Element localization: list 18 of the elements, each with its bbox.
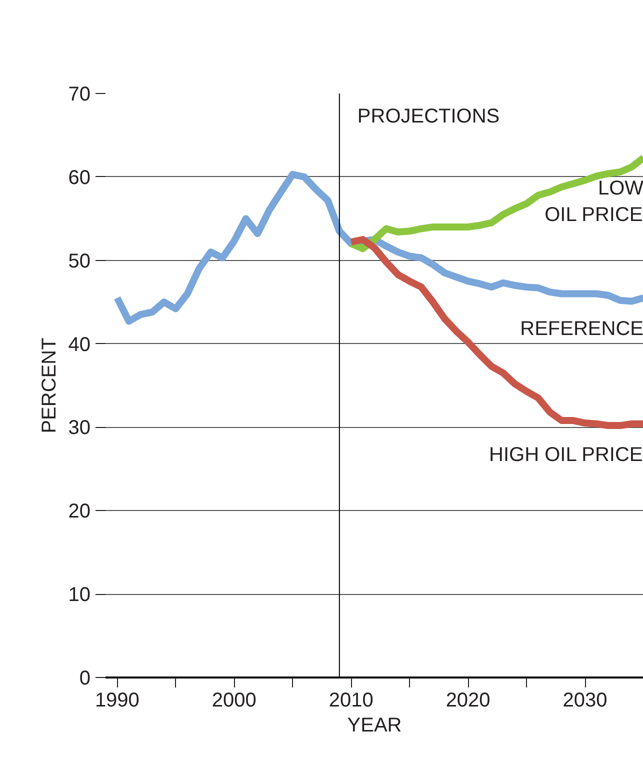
y-tick-label: 60 [68, 166, 91, 189]
y-tick-label: 30 [68, 417, 91, 440]
x-tick-label: 2020 [446, 690, 490, 712]
y-tick-label: 40 [68, 334, 91, 356]
x-tick-label: 2010 [328, 690, 374, 712]
x-tick-label: 2030 [562, 690, 608, 712]
series-label: HIGH OIL PRICE [489, 444, 643, 466]
y-tick-label: 70 [68, 84, 91, 106]
y-tick-label: 0 [79, 668, 90, 690]
x-tick-label: 1990 [94, 690, 140, 712]
y-tick-label: 50 [68, 250, 91, 272]
x-axis-title: YEAR [347, 714, 402, 736]
x-tick-label: 2000 [212, 690, 256, 712]
series-label: REFERENCE [520, 318, 643, 340]
y-tick-label: 10 [68, 584, 91, 606]
ref-line-label: PROJECTIONS [357, 106, 500, 128]
y-tick-label: 20 [68, 500, 91, 523]
y-axis-title: PERCENT [38, 338, 60, 434]
